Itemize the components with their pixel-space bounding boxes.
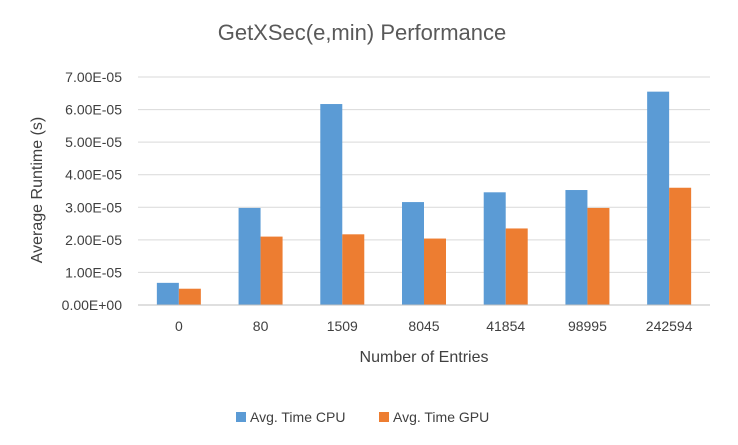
bar-cpu-8045: [402, 202, 424, 305]
bar-gpu-1509: [342, 234, 365, 305]
y-tick-label: 2.00E-05: [65, 232, 122, 248]
bar-cpu-41854: [483, 192, 506, 305]
bar-gpu-41854: [505, 228, 528, 305]
y-tick-label: 0.00E+00: [62, 297, 123, 313]
x-tick-label: 98995: [568, 318, 607, 334]
y-axis-ticks: 0.00E+00 1.00E-05 2.00E-05 3.00E-05 4.00E-05…: [62, 69, 123, 313]
x-tick-label: 0: [175, 318, 183, 334]
x-tick-label: 1509: [327, 318, 358, 334]
legend-swatch: [379, 412, 389, 422]
bar-gpu-98995: [587, 207, 610, 305]
bar-cpu-80: [238, 207, 261, 305]
y-axis-label: Average Runtime (s): [29, 117, 46, 263]
y-tick-label: 5.00E-05: [65, 134, 122, 150]
y-tick-label: 7.00E-05: [65, 69, 122, 85]
legend: Avg. Time CPU Avg. Time GPU: [236, 409, 489, 425]
bars: [156, 91, 692, 306]
chart-title: GetXSec(e,min) Performance: [218, 20, 507, 45]
x-tick-label: 41854: [486, 318, 525, 334]
x-tick-label: 242594: [646, 318, 693, 334]
legend-swatch: [236, 412, 246, 422]
legend-label: Avg. Time GPU: [393, 409, 489, 425]
y-tick-label: 1.00E-05: [65, 264, 122, 280]
x-axis-ticks: 0 80 1509 8045 41854 98995 242594: [175, 318, 693, 334]
y-tick-label: 4.00E-05: [65, 167, 122, 183]
bar-cpu-242594: [647, 91, 670, 306]
bar-gpu-0: [178, 288, 201, 305]
x-tick-label: 80: [253, 318, 269, 334]
bar-cpu-0: [156, 282, 179, 305]
y-tick-label: 6.00E-05: [65, 102, 122, 118]
bar-cpu-98995: [565, 190, 588, 305]
x-tick-label: 8045: [408, 318, 439, 334]
bar-gpu-242594: [669, 187, 692, 305]
y-tick-label: 3.00E-05: [65, 199, 122, 215]
legend-label: Avg. Time CPU: [250, 409, 345, 425]
x-axis-label: Number of Entries: [360, 349, 489, 366]
bar-gpu-8045: [424, 238, 446, 305]
bar-gpu-80: [260, 236, 283, 305]
bar-cpu-1509: [320, 104, 343, 305]
